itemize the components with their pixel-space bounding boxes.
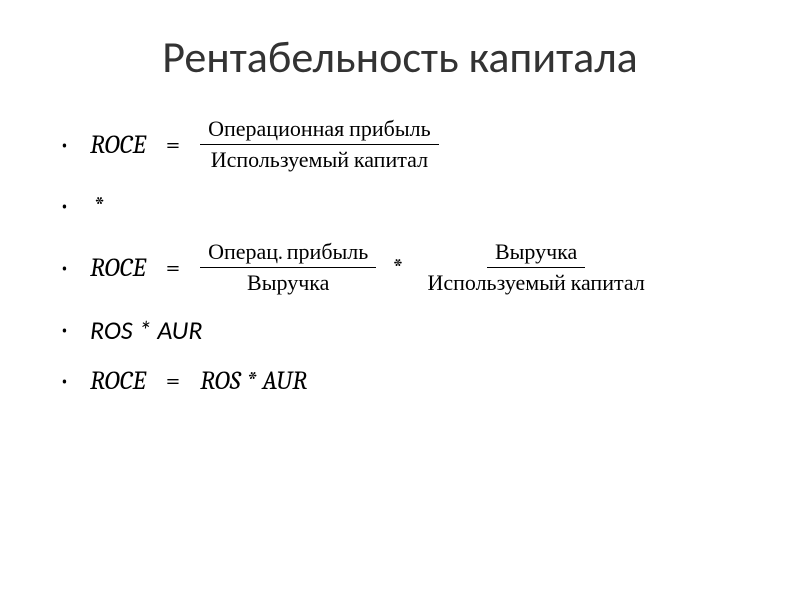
fraction-3b: Выручка Используемый капитал [419, 237, 652, 298]
equals-sign: = [166, 130, 180, 160]
formula-row-3: • ROCE = Операц. прибыль Выручка * Выруч… [60, 237, 760, 298]
formula-5: ROCE = ROS * AUR [90, 366, 307, 396]
fraction-1: Операционная прибыль Используемый капита… [200, 114, 439, 175]
formula-list: • ROCE = Операционная прибыль Используем… [40, 114, 760, 396]
formula-2: * [90, 191, 109, 221]
formula-4: ROS * AUR [90, 314, 202, 346]
denominator: Выручка [239, 268, 337, 298]
formula-row-1: • ROCE = Операционная прибыль Используем… [60, 114, 760, 175]
denominator: Используемый капитал [203, 145, 436, 175]
numerator: Операционная прибыль [200, 114, 439, 145]
formula-rhs: ROS * AUR [200, 366, 307, 396]
formula-row-2: • * [60, 191, 760, 221]
formula-lhs: ROCE [90, 366, 146, 396]
formula-1: ROCE = Операционная прибыль Используемый… [90, 114, 439, 175]
bullet-icon: • [60, 196, 90, 216]
multiply-operator: * [392, 253, 403, 283]
formula-lhs: ROCE [90, 253, 146, 283]
equals-sign: = [166, 253, 180, 283]
fraction-3a: Операц. прибыль Выручка [200, 237, 376, 298]
numerator: Операц. прибыль [200, 237, 376, 268]
asterisk-text: * [94, 191, 105, 221]
formula-lhs: ROCE [90, 130, 146, 160]
bullet-icon: • [60, 135, 90, 155]
bullet-icon: • [60, 320, 90, 340]
bullet-icon: • [60, 258, 90, 278]
slide-title: Рентабельность капитала [40, 30, 760, 84]
denominator: Используемый капитал [419, 268, 652, 298]
formula-row-5: • ROCE = ROS * AUR [60, 366, 760, 396]
bullet-icon: • [60, 371, 90, 391]
formula-row-4: • ROS * AUR [60, 314, 760, 346]
numerator: Выручка [487, 237, 585, 268]
formula-3: ROCE = Операц. прибыль Выручка * Выручка… [90, 237, 653, 298]
equals-sign: = [166, 366, 180, 396]
formula-text: ROS * AUR [90, 314, 202, 346]
